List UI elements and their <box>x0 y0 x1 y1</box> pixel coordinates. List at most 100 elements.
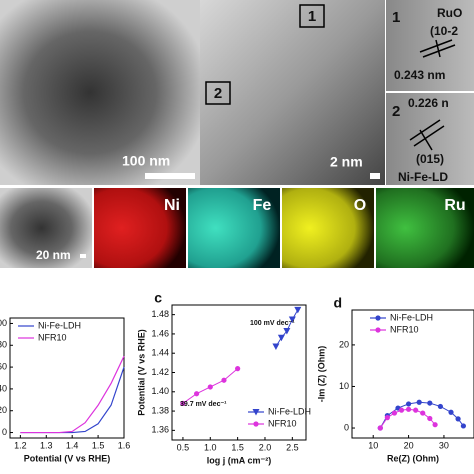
y-tick-label: 1.36 <box>151 425 169 435</box>
region-number: 2 <box>392 103 400 120</box>
marker <box>420 410 426 416</box>
inset-label: 0.243 nm <box>394 68 445 82</box>
legend-marker <box>253 421 259 427</box>
marker <box>405 406 412 412</box>
legend-label: NFR10 <box>390 324 419 334</box>
marker <box>413 407 419 413</box>
y-tick-label: 100 <box>0 318 7 328</box>
marker <box>427 415 433 422</box>
x-tick-label: 1.4 <box>66 440 79 450</box>
x-tick-label: 20 <box>404 440 414 450</box>
marker <box>455 416 461 422</box>
annotation: 39.7 mV dec⁻¹ <box>180 401 227 408</box>
x-axis-label: Re(Z) (Ohm) <box>387 453 439 463</box>
lattice-marker <box>419 39 456 58</box>
marker <box>272 343 280 350</box>
marker <box>405 401 412 407</box>
fe-map <box>188 188 280 268</box>
marker <box>377 425 383 431</box>
x-tick-label: 1.5 <box>231 442 244 452</box>
y-tick-label: 20 <box>0 405 7 415</box>
y-tick-label: 1.42 <box>151 367 169 377</box>
region-number: 1 <box>308 8 316 25</box>
inset-label: RuO <box>437 6 462 20</box>
y-tick-label: 1.40 <box>151 386 169 396</box>
y-tick-label: 1.46 <box>151 328 169 338</box>
plot-frame <box>351 309 474 439</box>
haadf-image <box>0 188 92 268</box>
legend-marker <box>375 327 381 333</box>
scale-bar-label: 20 nm <box>36 248 71 262</box>
marker <box>427 400 433 406</box>
legend-label: NFR10 <box>38 332 67 342</box>
inset-label: (10-2 <box>430 24 458 38</box>
marker <box>288 316 296 323</box>
series-line <box>20 366 125 434</box>
marker <box>221 377 227 383</box>
scale-bar <box>370 173 380 179</box>
marker <box>460 423 466 429</box>
inset-image <box>386 93 474 185</box>
x-tick-label: 30 <box>439 440 449 450</box>
marker <box>277 334 285 342</box>
marker <box>384 415 390 421</box>
marker <box>437 403 444 410</box>
y-tick-label: 40 <box>0 383 7 393</box>
x-tick-label: 0.5 <box>177 442 190 452</box>
map-label: Ni <box>164 197 180 214</box>
marker <box>194 391 200 397</box>
y-tick-label: 60 <box>0 361 7 371</box>
region-number: 2 <box>214 85 222 102</box>
o-map <box>282 188 374 268</box>
marker <box>416 399 422 405</box>
legend-label: Ni-Fe-LDH <box>390 312 433 322</box>
marker <box>432 422 438 428</box>
x-tick-label: 2.0 <box>259 442 272 452</box>
map-label: Fe <box>253 197 272 214</box>
marker <box>235 366 241 372</box>
legend-label: NFR10 <box>268 418 297 428</box>
region-box <box>205 81 231 105</box>
x-tick-label: 1.5 <box>92 440 105 450</box>
hrtem-image <box>200 0 385 185</box>
x-tick-label: 1.2 <box>14 440 27 450</box>
micrographs: 1 2 100 nm 2 nm 1 2 RuO (10-2 0.243 nm 0… <box>0 0 474 268</box>
y-tick-label: 1.38 <box>151 405 169 415</box>
lattice-marker <box>409 119 445 151</box>
marker <box>391 410 398 416</box>
tem-image <box>0 0 200 185</box>
y-axis-label: -Im (Z) (Ohm) <box>316 346 326 403</box>
legend-label: Ni-Fe-LDH <box>268 406 311 416</box>
region-box <box>299 4 325 28</box>
legend-marker <box>252 409 260 416</box>
y-tick-label: 0 <box>2 427 7 437</box>
x-tick-label: 1.3 <box>40 440 53 450</box>
y-tick-label: 1.48 <box>151 309 169 319</box>
map-label: O <box>354 197 366 214</box>
series-line <box>20 355 125 434</box>
ru-map <box>376 188 474 268</box>
scale-bar-label: 100 nm <box>122 153 170 169</box>
marker <box>180 400 186 406</box>
marker <box>207 384 213 390</box>
marker <box>283 328 291 335</box>
x-axis-label: Potential (V vs RHE) <box>24 453 111 463</box>
map-label: Ru <box>444 197 465 214</box>
region-number: 1 <box>392 9 400 26</box>
ni-map <box>94 188 186 268</box>
y-tick-label: 10 <box>339 381 349 391</box>
x-tick-label: 1.6 <box>118 440 131 450</box>
x-tick-label: 1.0 <box>204 442 217 452</box>
inset-image <box>386 0 474 91</box>
marker <box>294 306 302 314</box>
y-tick-label: 20 <box>339 339 349 349</box>
y-tick-label: 0 <box>344 422 349 432</box>
inset-label: Ni-Fe-LD <box>398 170 448 184</box>
x-tick-label: 10 <box>368 440 378 450</box>
legend-label: Ni-Fe-LDH <box>38 320 81 330</box>
marker <box>448 409 454 415</box>
y-tick-label: 80 <box>0 340 7 350</box>
scale-bar <box>145 173 195 179</box>
inset-label: (015) <box>416 152 444 166</box>
